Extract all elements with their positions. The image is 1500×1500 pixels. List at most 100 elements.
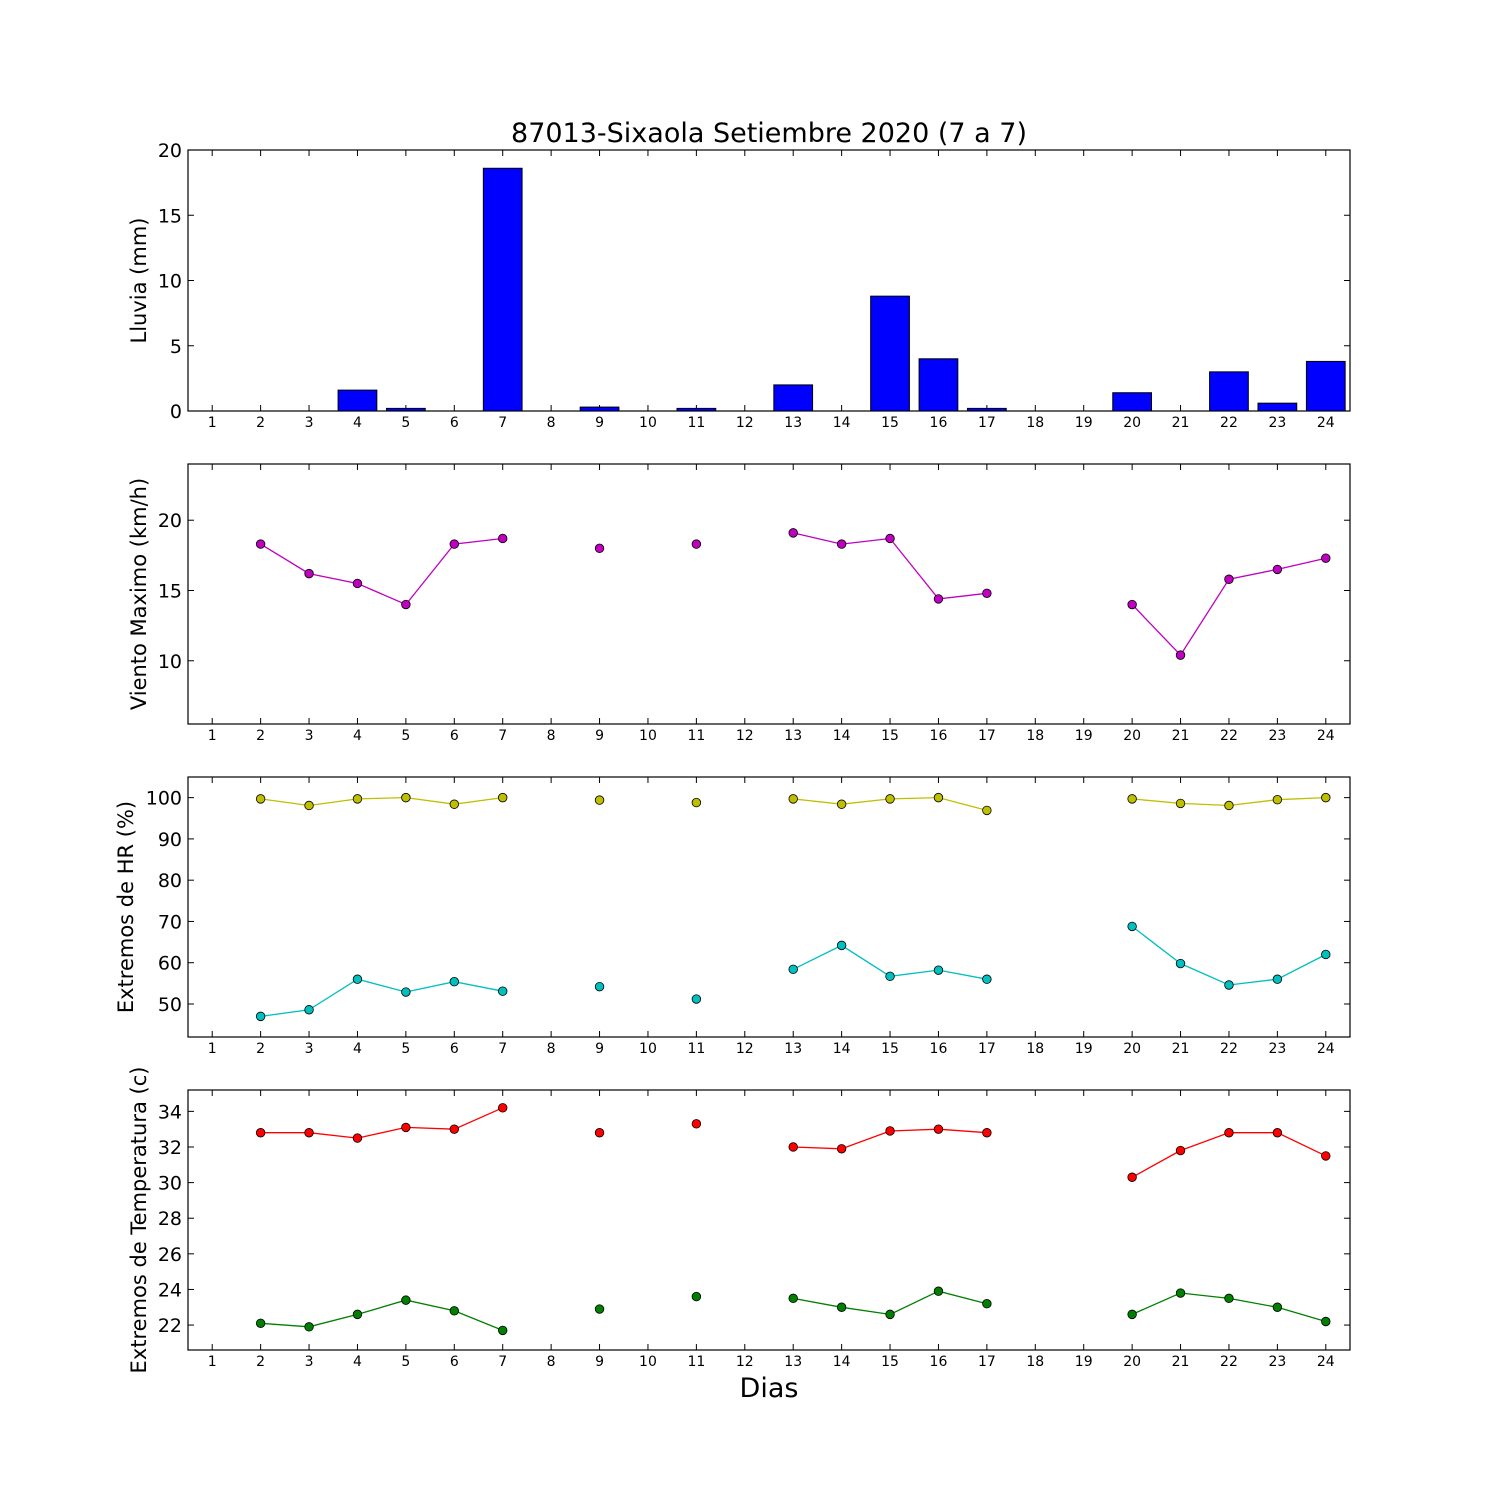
point-2 bbox=[255, 539, 266, 549]
point-9 bbox=[594, 543, 605, 554]
x-tick-label: 14 bbox=[833, 1354, 851, 1370]
point-4 bbox=[352, 974, 363, 984]
point-14 bbox=[836, 1144, 847, 1154]
y-axis-label: Extremos de Temperatura (c) bbox=[127, 1067, 151, 1374]
point-21 bbox=[1175, 1288, 1186, 1298]
point-23 bbox=[1272, 564, 1283, 575]
x-tick-label: 9 bbox=[595, 415, 604, 431]
x-tick-label: 12 bbox=[736, 415, 754, 431]
x-tick-label: 5 bbox=[401, 1041, 410, 1057]
point-16 bbox=[933, 1124, 944, 1134]
x-tick-label: 15 bbox=[881, 1041, 899, 1057]
x-axis-label: Dias bbox=[740, 1373, 799, 1404]
y-tick-label: 100 bbox=[146, 788, 182, 810]
y-tick-label: 0 bbox=[170, 401, 182, 423]
point-16 bbox=[933, 965, 944, 975]
point-17 bbox=[982, 588, 992, 598]
x-tick-label: 19 bbox=[1075, 728, 1093, 744]
x-tick-label: 23 bbox=[1268, 1354, 1286, 1370]
point-11 bbox=[691, 1291, 702, 1302]
y-tick-label: 15 bbox=[158, 205, 182, 227]
y-tick-label: 90 bbox=[158, 829, 182, 851]
point-15 bbox=[885, 794, 895, 804]
x-tick-label: 9 bbox=[595, 1354, 604, 1370]
point-2 bbox=[255, 1128, 266, 1138]
x-tick-label: 14 bbox=[833, 1041, 851, 1057]
point-22 bbox=[1224, 800, 1234, 811]
x-tick-label: 18 bbox=[1026, 1041, 1044, 1057]
x-tick-label: 15 bbox=[881, 415, 899, 431]
x-tick-label: 1 bbox=[208, 415, 217, 431]
point-20 bbox=[1127, 794, 1137, 804]
point-20 bbox=[1127, 599, 1137, 610]
x-tick-label: 20 bbox=[1123, 1354, 1141, 1370]
x-tick-label: 3 bbox=[305, 415, 314, 431]
point-3 bbox=[304, 1005, 314, 1015]
bar-20 bbox=[1112, 392, 1152, 412]
x-tick-label: 7 bbox=[498, 1041, 507, 1057]
x-tick-label: 9 bbox=[595, 728, 604, 744]
point-17 bbox=[982, 805, 992, 816]
x-tick-label: 22 bbox=[1220, 1354, 1238, 1370]
bar-24 bbox=[1305, 360, 1346, 412]
x-tick-label: 23 bbox=[1268, 1041, 1286, 1057]
point-4 bbox=[352, 794, 363, 804]
bar-7 bbox=[482, 167, 523, 412]
point-13 bbox=[788, 1293, 798, 1304]
y-tick-label: 10 bbox=[158, 651, 182, 673]
y-tick-label: 30 bbox=[158, 1173, 182, 1195]
x-tick-label: 10 bbox=[639, 1041, 657, 1057]
x-tick-label: 13 bbox=[784, 1041, 802, 1057]
x-tick-label: 24 bbox=[1317, 1354, 1335, 1370]
x-tick-label: 13 bbox=[784, 728, 802, 744]
point-24 bbox=[1321, 1151, 1331, 1161]
x-tick-label: 16 bbox=[930, 415, 948, 431]
x-tick-label: 14 bbox=[833, 415, 851, 431]
point-6 bbox=[449, 1306, 459, 1316]
x-tick-label: 8 bbox=[547, 415, 556, 431]
x-tick-label: 10 bbox=[639, 728, 657, 744]
point-6 bbox=[449, 1124, 459, 1134]
x-tick-label: 2 bbox=[256, 415, 265, 431]
y-tick-label: 5 bbox=[170, 336, 182, 358]
x-tick-label: 5 bbox=[401, 1354, 410, 1370]
y-tick-label: 80 bbox=[158, 870, 182, 892]
point-11 bbox=[691, 994, 702, 1004]
series-temperatura-1 bbox=[255, 1103, 1331, 1182]
x-tick-label: 5 bbox=[401, 728, 410, 744]
x-tick-label: 1 bbox=[208, 1041, 217, 1057]
y-tick-label: 34 bbox=[158, 1101, 182, 1123]
x-tick-label: 5 bbox=[401, 415, 410, 431]
point-7 bbox=[498, 1325, 508, 1336]
x-tick-label: 4 bbox=[353, 1041, 362, 1057]
point-13 bbox=[788, 1142, 798, 1152]
x-tick-label: 6 bbox=[450, 1041, 459, 1057]
point-9 bbox=[594, 795, 605, 805]
x-tick-label: 21 bbox=[1172, 415, 1190, 431]
point-6 bbox=[449, 539, 459, 549]
x-tick-label: 20 bbox=[1123, 415, 1141, 431]
point-16 bbox=[933, 792, 944, 803]
y-axis-label: Lluvia (mm) bbox=[127, 218, 151, 344]
x-tick-label: 15 bbox=[881, 1354, 899, 1370]
x-tick-label: 8 bbox=[547, 728, 556, 744]
x-tick-label: 2 bbox=[256, 1041, 265, 1057]
x-tick-label: 17 bbox=[978, 1041, 996, 1057]
x-tick-label: 1 bbox=[208, 1354, 217, 1370]
point-24 bbox=[1321, 792, 1331, 803]
x-tick-label: 7 bbox=[498, 415, 507, 431]
point-14 bbox=[836, 940, 847, 951]
x-tick-label: 6 bbox=[450, 728, 459, 744]
point-15 bbox=[885, 1309, 895, 1320]
x-tick-label: 7 bbox=[498, 1354, 507, 1370]
x-tick-label: 10 bbox=[639, 1354, 657, 1370]
plot-frame bbox=[187, 463, 1351, 725]
x-tick-label: 7 bbox=[498, 728, 507, 744]
x-tick-label: 21 bbox=[1172, 1354, 1190, 1370]
point-15 bbox=[885, 1126, 895, 1136]
x-tick-label: 20 bbox=[1123, 1041, 1141, 1057]
point-15 bbox=[885, 971, 895, 982]
point-3 bbox=[304, 568, 314, 579]
